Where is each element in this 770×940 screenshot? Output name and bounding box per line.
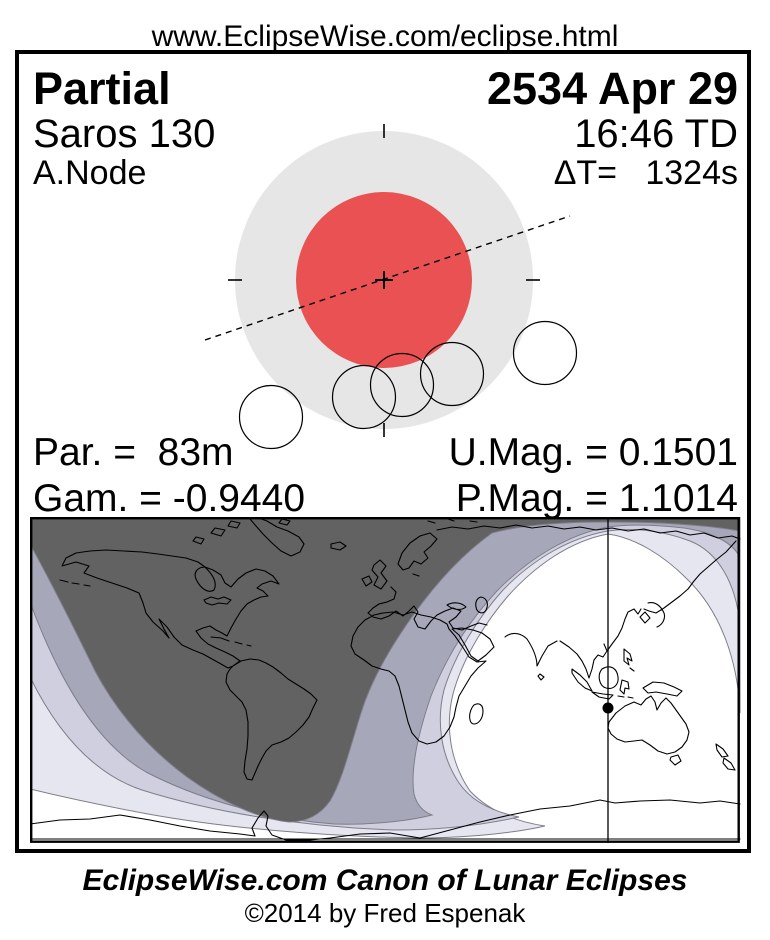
shadow-center-cross — [375, 271, 393, 289]
canon-series-title: EclipseWise.com Canon of Lunar Eclipses — [82, 864, 688, 897]
coastlines — [30, 517, 741, 841]
cardinal-tick-marks — [228, 124, 540, 437]
copyright-line: ©2014 by Fred Espenak — [244, 898, 526, 928]
moon-circle-u4 — [419, 341, 485, 407]
saros-label: Saros 130 — [33, 112, 216, 156]
penumbral-magnitude-value: P.Mag. = 1.1014 — [455, 477, 738, 520]
moon-circle-p4 — [512, 320, 578, 386]
partial-duration-value: Par. = 83m — [33, 431, 234, 474]
umbral-magnitude-value: U.Mag. = 0.1501 — [448, 431, 738, 474]
eclipse-type-label: Partial — [33, 63, 171, 114]
eclipse-time: 16:46 TD — [574, 112, 738, 156]
page-title: www.EclipseWise.com/eclipse.html — [151, 20, 619, 53]
moon-circle-u1 — [331, 364, 397, 430]
ecliptic-dashed-line — [204, 215, 571, 341]
eclipse-date: 2534 Apr 29 — [487, 63, 738, 114]
moon-position-circles — [238, 320, 578, 450]
map-frame — [30, 517, 740, 843]
moon-zenith-point-dot — [602, 702, 614, 714]
visibility-map — [30, 517, 741, 843]
delta-t-value: ΔT= 1324s — [553, 154, 738, 192]
zone-eclipse-not-visible — [30, 517, 741, 823]
shadow-diagram — [204, 124, 578, 450]
gamma-value: Gam. = -0.9440 — [33, 477, 306, 520]
moon-circle-p1 — [238, 384, 304, 450]
node-label: A.Node — [33, 154, 147, 192]
moon-circle-greatest — [369, 352, 435, 418]
